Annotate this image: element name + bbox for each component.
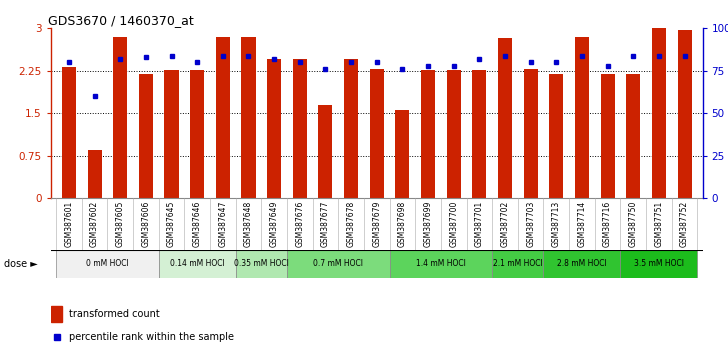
Bar bbox=[498, 38, 512, 198]
Bar bbox=[242, 37, 256, 198]
Text: 0 mM HOCl: 0 mM HOCl bbox=[86, 259, 129, 268]
Text: GSM387702: GSM387702 bbox=[500, 200, 510, 246]
Bar bbox=[87, 150, 102, 198]
Bar bbox=[389, 250, 492, 278]
Bar bbox=[139, 74, 153, 198]
Text: GSM387649: GSM387649 bbox=[269, 200, 279, 247]
Text: GSM387714: GSM387714 bbox=[577, 200, 587, 246]
Text: transformed count: transformed count bbox=[69, 309, 159, 319]
Text: 3.5 mM HOCl: 3.5 mM HOCl bbox=[634, 259, 684, 268]
Bar bbox=[190, 70, 205, 198]
Text: GSM387679: GSM387679 bbox=[372, 200, 381, 247]
Bar bbox=[165, 70, 178, 198]
Text: GSM387716: GSM387716 bbox=[603, 200, 612, 246]
Bar bbox=[652, 28, 666, 198]
Bar bbox=[159, 250, 236, 278]
Text: GSM387678: GSM387678 bbox=[347, 200, 355, 246]
Text: GSM387605: GSM387605 bbox=[116, 200, 124, 247]
Bar bbox=[447, 70, 461, 198]
Bar bbox=[523, 69, 538, 198]
Text: dose ►: dose ► bbox=[4, 259, 37, 269]
Bar bbox=[293, 59, 306, 198]
Bar bbox=[492, 250, 544, 278]
Text: GSM387648: GSM387648 bbox=[244, 200, 253, 246]
Text: GSM387602: GSM387602 bbox=[90, 200, 99, 246]
Text: GSM387677: GSM387677 bbox=[321, 200, 330, 247]
Text: GSM387645: GSM387645 bbox=[167, 200, 176, 247]
Bar bbox=[370, 69, 384, 198]
Bar bbox=[344, 59, 358, 198]
Text: GSM387601: GSM387601 bbox=[64, 200, 74, 246]
Text: percentile rank within the sample: percentile rank within the sample bbox=[69, 332, 234, 342]
Bar bbox=[421, 70, 435, 198]
Text: GSM387701: GSM387701 bbox=[475, 200, 484, 246]
Bar bbox=[215, 37, 230, 198]
Bar bbox=[472, 70, 486, 198]
Bar bbox=[620, 250, 697, 278]
Bar bbox=[62, 67, 76, 198]
Text: GSM387606: GSM387606 bbox=[141, 200, 151, 247]
Text: GSM387698: GSM387698 bbox=[398, 200, 407, 246]
Text: 1.4 mM HOCl: 1.4 mM HOCl bbox=[416, 259, 466, 268]
Text: GSM387647: GSM387647 bbox=[218, 200, 227, 247]
Text: 2.1 mM HOCl: 2.1 mM HOCl bbox=[493, 259, 542, 268]
Text: GSM387751: GSM387751 bbox=[654, 200, 663, 246]
Text: GSM387699: GSM387699 bbox=[424, 200, 432, 247]
Bar bbox=[626, 74, 641, 198]
Bar bbox=[395, 110, 409, 198]
Bar bbox=[113, 37, 127, 198]
Bar bbox=[678, 30, 692, 198]
Bar bbox=[287, 250, 389, 278]
Text: GSM387713: GSM387713 bbox=[552, 200, 561, 246]
Bar bbox=[549, 74, 563, 198]
Bar bbox=[575, 37, 589, 198]
Bar bbox=[601, 74, 614, 198]
Text: GSM387700: GSM387700 bbox=[449, 200, 458, 247]
Text: GSM387752: GSM387752 bbox=[680, 200, 689, 246]
Text: 0.14 mM HOCl: 0.14 mM HOCl bbox=[170, 259, 224, 268]
Text: GSM387646: GSM387646 bbox=[193, 200, 202, 247]
Bar bbox=[267, 59, 281, 198]
Text: GSM387676: GSM387676 bbox=[296, 200, 304, 247]
Text: GDS3670 / 1460370_at: GDS3670 / 1460370_at bbox=[48, 14, 194, 27]
Bar bbox=[56, 250, 159, 278]
Bar bbox=[236, 250, 287, 278]
Text: GSM387703: GSM387703 bbox=[526, 200, 535, 247]
Text: 0.7 mM HOCl: 0.7 mM HOCl bbox=[313, 259, 363, 268]
Bar bbox=[318, 105, 333, 198]
Text: 2.8 mM HOCl: 2.8 mM HOCl bbox=[557, 259, 607, 268]
Text: GSM387750: GSM387750 bbox=[629, 200, 638, 247]
Text: 0.35 mM HOCl: 0.35 mM HOCl bbox=[234, 259, 289, 268]
Bar bbox=[51, 306, 63, 321]
Bar bbox=[544, 250, 620, 278]
